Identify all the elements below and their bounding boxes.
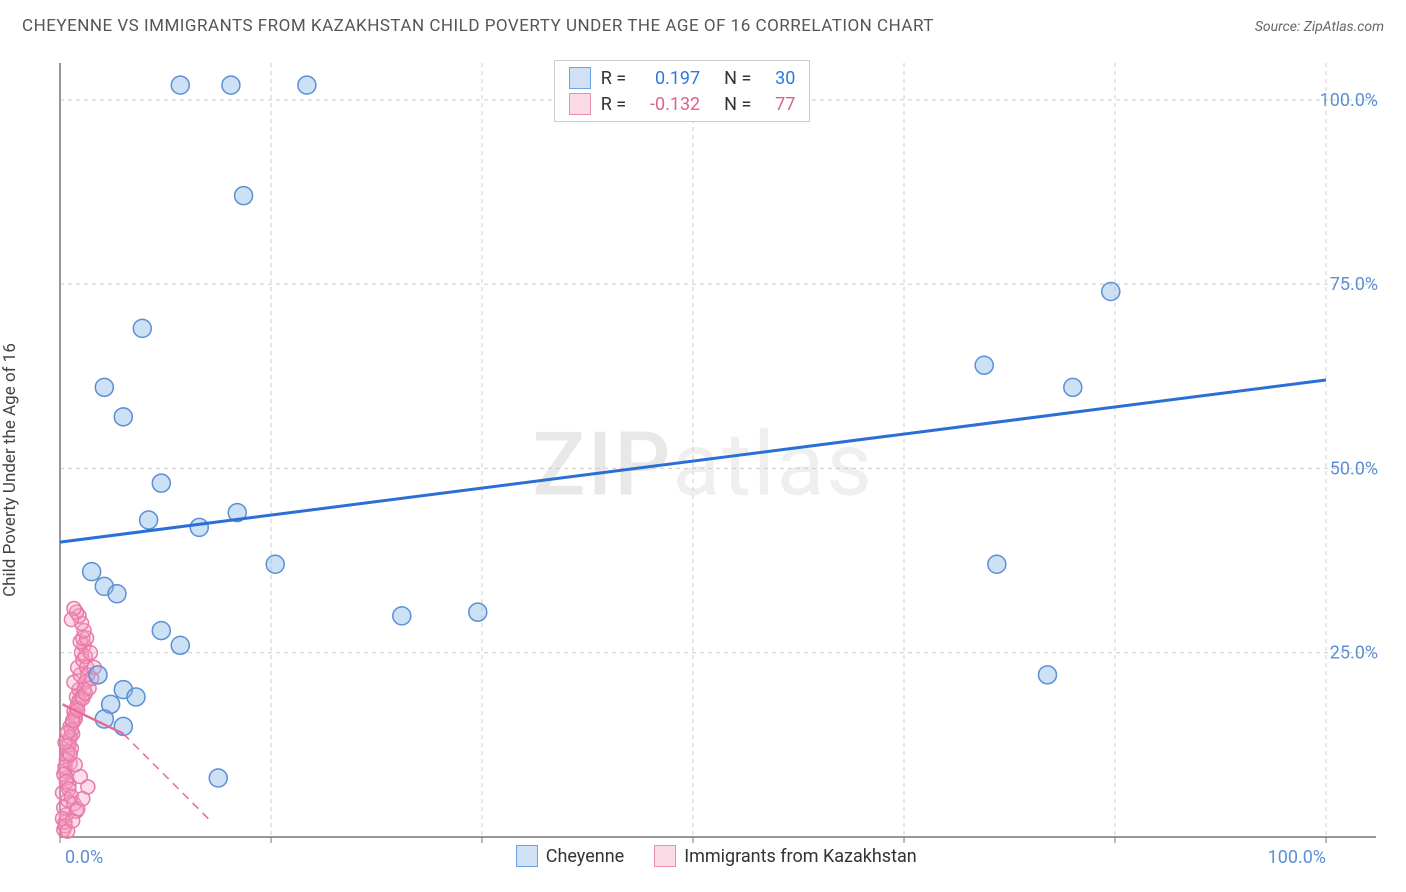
legend-label: Cheyenne (546, 846, 624, 867)
legend-r-label: R = (601, 68, 626, 89)
legend-swatch (569, 67, 591, 89)
legend-swatch (569, 93, 591, 115)
legend-r-value: -0.132 (636, 94, 700, 115)
legend-r-label: R = (601, 94, 626, 115)
x-tick-label: 100.0% (1268, 847, 1326, 868)
legend-swatch (516, 845, 538, 867)
source-attribution: Source: ZipAtlas.com (1255, 19, 1384, 35)
trendline-kazakhstan-extrapolated (123, 734, 212, 822)
x-tick-label: 0.0% (65, 847, 103, 868)
y-tick-label: 50.0% (1330, 458, 1378, 479)
legend-item: Cheyenne (516, 845, 624, 867)
legend-n-label: N = (724, 68, 751, 89)
legend-n-value: 30 (761, 68, 795, 89)
y-tick-label: 25.0% (1330, 643, 1378, 664)
correlation-legend: R = 0.197 N = 30 R = -0.132 N = 77 (554, 60, 811, 122)
series-legend: Cheyenne Immigrants from Kazakhstan (516, 845, 917, 867)
y-tick-label: 100.0% (1320, 90, 1378, 111)
series-cheyenne (83, 76, 1120, 787)
source-name: ZipAtlas.com (1304, 19, 1384, 35)
plot-area: Child Poverty Under the Age of 16 ZIPatl… (0, 48, 1406, 892)
scatter-chart: 25.0% 50.0% 75.0% 100.0% 0.0% 100.0% (50, 48, 1386, 892)
chart-title: CHEYENNE VS IMMIGRANTS FROM KAZAKHSTAN C… (22, 16, 934, 36)
y-axis-label: Child Poverty Under the Age of 16 (0, 343, 20, 597)
legend-label: Immigrants from Kazakhstan (684, 846, 917, 867)
legend-n-value: 77 (761, 94, 795, 115)
legend-item: Immigrants from Kazakhstan (654, 845, 917, 867)
legend-row: R = -0.132 N = 77 (569, 91, 796, 117)
legend-swatch (654, 845, 676, 867)
source-prefix: Source: (1255, 19, 1304, 35)
legend-row: R = 0.197 N = 30 (569, 65, 796, 91)
legend-r-value: 0.197 (636, 68, 700, 89)
legend-n-label: N = (724, 94, 751, 115)
trendline-cheyenne (60, 380, 1326, 542)
y-tick-label: 75.0% (1330, 274, 1378, 295)
